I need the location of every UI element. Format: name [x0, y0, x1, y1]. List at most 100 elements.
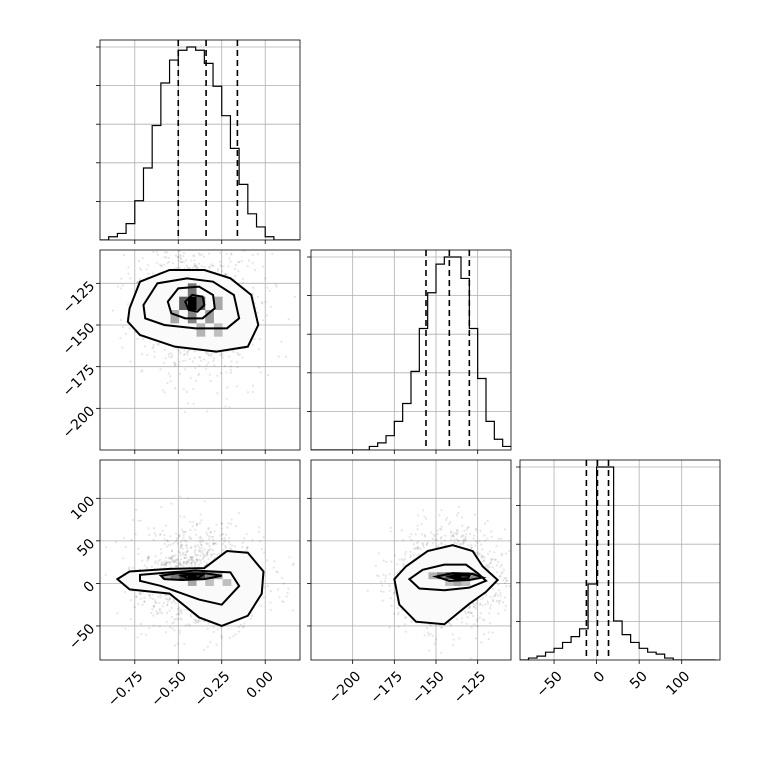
scatter-point — [221, 353, 224, 356]
scatter-point — [190, 537, 193, 540]
scatter-point — [191, 525, 194, 528]
scatter-point — [230, 360, 233, 363]
scatter-point — [189, 266, 192, 270]
scatter-point — [193, 265, 196, 268]
scatter-point — [207, 361, 210, 364]
scatter-point — [491, 598, 494, 601]
scatter-point — [192, 559, 195, 563]
scatter-point — [229, 368, 232, 371]
histogram-panel-2 — [520, 460, 720, 660]
scatter-point — [457, 539, 460, 543]
scatter-point — [191, 561, 194, 564]
scatter-point — [186, 351, 189, 354]
scatter-point — [205, 352, 208, 355]
scatter-point — [192, 254, 195, 257]
scatter-point — [139, 622, 142, 626]
scatter-point — [243, 250, 246, 253]
scatter-point — [199, 254, 202, 257]
scatter-point — [464, 536, 467, 539]
scatter-point — [183, 608, 186, 611]
scatter-point — [467, 611, 470, 614]
scatter-point — [197, 549, 201, 553]
scatter-point — [177, 364, 180, 367]
scatter-point — [177, 642, 180, 645]
scatter-point — [151, 608, 154, 611]
scatter-point — [416, 514, 420, 517]
scatter-point — [159, 558, 162, 561]
scatter-point — [439, 528, 442, 531]
scatter-point — [162, 389, 165, 392]
scatter-point — [269, 305, 272, 308]
scatter-point — [269, 601, 272, 604]
scatter-point — [491, 566, 495, 569]
scatter-point — [486, 564, 489, 567]
scatter-point — [186, 560, 189, 564]
scatter-point — [180, 257, 183, 260]
scatter-point — [468, 532, 471, 535]
scatter-point — [182, 551, 185, 555]
scatter-point — [194, 264, 197, 267]
scatter-point — [159, 368, 162, 371]
scatter-point — [187, 497, 190, 500]
scatter-point — [451, 534, 454, 537]
histogram-step — [520, 466, 716, 660]
scatter-point — [280, 577, 284, 580]
scatter-point — [171, 561, 174, 564]
scatter-point — [488, 622, 492, 625]
scatter-point — [170, 601, 174, 604]
scatter-point — [455, 533, 458, 536]
scatter-point — [224, 545, 227, 548]
scatter-point — [187, 623, 190, 626]
scatter-point — [236, 351, 239, 354]
contour-level-1 — [393, 544, 500, 626]
scatter-point — [216, 374, 219, 377]
scatter-point — [183, 530, 186, 533]
scatter-point — [197, 262, 200, 265]
scatter-panel-1-0 — [100, 216, 300, 450]
scatter-point — [208, 252, 211, 255]
scatter-point — [403, 557, 406, 561]
y-tick-label: −175 — [60, 362, 99, 401]
scatter-point — [253, 269, 256, 272]
scatter-point — [154, 599, 157, 602]
scatter-point — [141, 603, 144, 607]
scatter-point — [201, 552, 204, 555]
contour-level-4 — [445, 573, 472, 581]
scatter-point — [158, 601, 161, 605]
scatter-point — [194, 528, 197, 531]
scatter-point — [124, 332, 128, 335]
scatter-point — [384, 580, 387, 583]
scatter-point — [147, 557, 150, 560]
scatter-point — [291, 609, 294, 612]
scatter-point — [193, 223, 195, 225]
panel-frame-2-1 — [310, 459, 512, 661]
scatter-point — [234, 216, 236, 218]
scatter-point — [282, 582, 285, 585]
panel-frame-2-0 — [99, 459, 301, 661]
scatter-point — [414, 546, 417, 549]
scatter-point — [211, 264, 214, 267]
scatter-point — [419, 547, 422, 551]
scatter-point — [194, 619, 198, 622]
scatter-point — [184, 259, 187, 262]
scatter-point — [396, 607, 399, 610]
scatter-point — [484, 539, 487, 542]
scatter-point — [219, 264, 222, 267]
scatter-point — [473, 603, 476, 606]
scatter-point — [232, 635, 235, 638]
scatter-point — [251, 343, 254, 346]
scatter-point — [155, 261, 158, 264]
scatter-point — [165, 562, 168, 565]
scatter-point — [176, 565, 179, 568]
scatter-point — [190, 564, 193, 567]
scatter-point — [230, 252, 233, 255]
scatter-point — [366, 589, 369, 593]
scatter-point — [179, 563, 182, 566]
scatter-point — [178, 606, 181, 610]
scatter-point — [185, 561, 189, 564]
scatter-point — [176, 255, 180, 259]
scatter-point — [178, 246, 180, 248]
scatter-point — [498, 589, 501, 592]
scatter-point — [288, 556, 291, 559]
scatter-point — [440, 525, 443, 528]
